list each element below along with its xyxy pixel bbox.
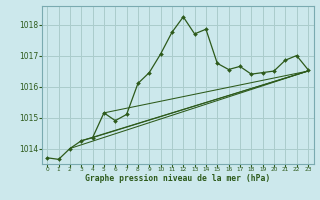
X-axis label: Graphe pression niveau de la mer (hPa): Graphe pression niveau de la mer (hPa) — [85, 174, 270, 183]
